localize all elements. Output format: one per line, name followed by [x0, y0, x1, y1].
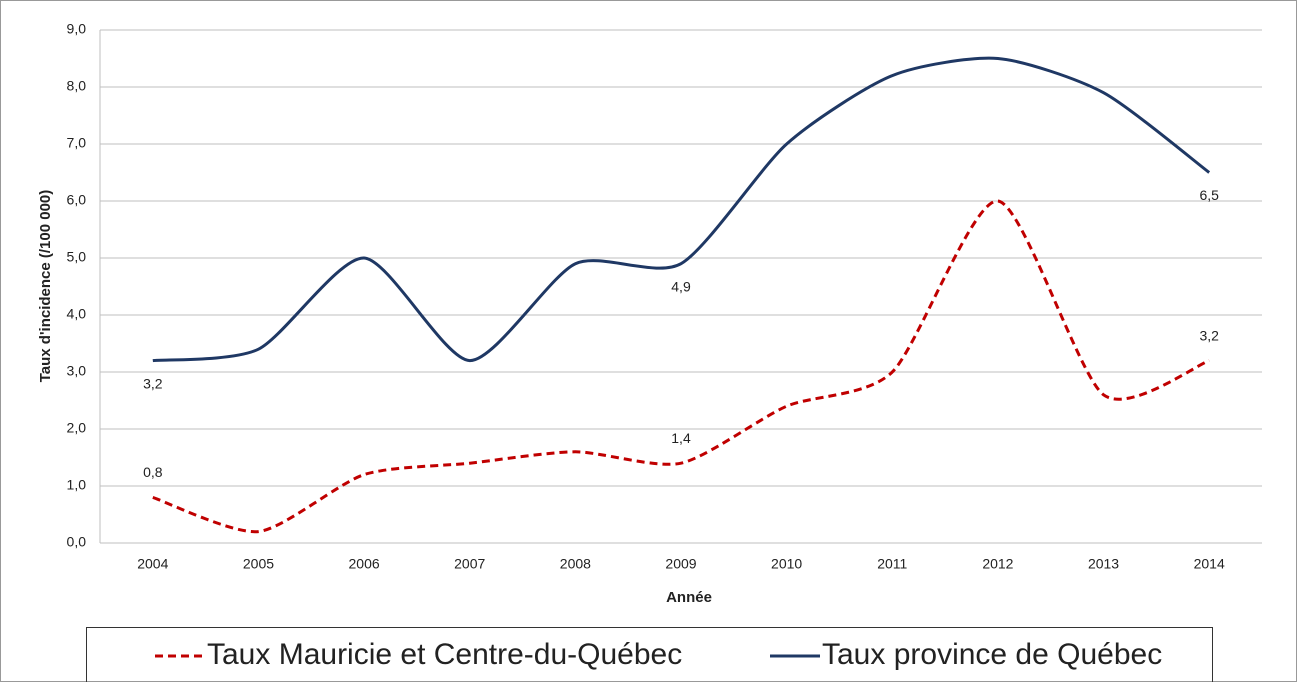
- legend-box: [86, 627, 1213, 682]
- y-tick-label: 4,0: [67, 306, 87, 322]
- series-line: [152, 199, 1210, 534]
- data-label: 1,4: [671, 430, 691, 446]
- x-tick-label: 2009: [665, 556, 696, 572]
- data-label: 3,2: [1199, 327, 1219, 343]
- x-tick-label: 2012: [982, 556, 1013, 572]
- data-label: 4,9: [671, 278, 691, 294]
- x-tick-label: 2005: [243, 556, 274, 572]
- y-tick-label: 1,0: [67, 477, 87, 493]
- x-tick-label: 2013: [1088, 556, 1119, 572]
- x-tick-label: 2006: [349, 556, 380, 572]
- data-label: 0,8: [143, 464, 163, 480]
- y-tick-label: 8,0: [67, 78, 87, 94]
- x-axis-label: Année: [666, 589, 712, 606]
- x-tick-label: 2011: [877, 556, 907, 572]
- y-tick-label: 6,0: [67, 192, 87, 208]
- y-tick-label: 2,0: [67, 420, 87, 436]
- x-tick-label: 2004: [137, 556, 168, 572]
- y-tick-label: 0,0: [67, 534, 87, 550]
- legend-label: Taux Mauricie et Centre-du-Québec: [207, 638, 682, 671]
- legend-label: Taux province de Québec: [822, 638, 1162, 671]
- y-tick-label: 9,0: [67, 21, 87, 37]
- y-axis-label: Taux d'incidence (/100 000): [37, 190, 54, 383]
- x-tick-label: 2010: [771, 556, 802, 572]
- y-tick-label: 5,0: [67, 249, 87, 265]
- x-tick-label: 2008: [560, 556, 591, 572]
- data-label: 6,5: [1199, 187, 1219, 203]
- y-tick-label: 7,0: [67, 135, 87, 151]
- y-tick-label: 3,0: [67, 363, 87, 379]
- series-line: [152, 56, 1211, 363]
- x-tick-label: 2014: [1194, 556, 1225, 572]
- x-tick-label: 2007: [454, 556, 485, 572]
- data-label: 3,2: [143, 375, 163, 391]
